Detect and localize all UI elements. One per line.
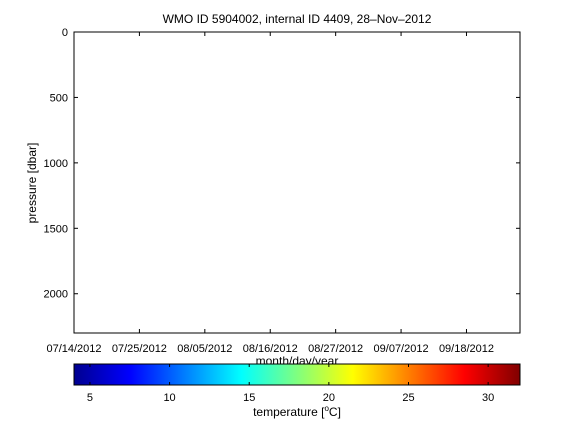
- y-axis: 0 500 1000 1500 2000: [44, 27, 520, 301]
- x-tick-label: 08/05/2012: [177, 343, 232, 355]
- x-tick-label: 08/27/2012: [308, 343, 363, 355]
- colorbar: 5 10 15 20 25 30 temperature [oC]: [73, 363, 521, 419]
- colorbar-ticks: 5 10 15 20 25 30: [87, 364, 494, 404]
- y-tick-label: 2000: [44, 289, 68, 301]
- colorbar-tick-label: 15: [243, 392, 255, 404]
- y-tick-label: 1000: [44, 158, 68, 170]
- x-tick-label: 08/16/2012: [243, 343, 298, 355]
- y-axis-label: pressure [dbar]: [25, 143, 39, 224]
- x-tick-label: 07/25/2012: [112, 343, 167, 355]
- colorbar-tick-label: 10: [163, 392, 175, 404]
- y-tick-label: 0: [62, 27, 68, 39]
- chart-title: WMO ID 5904002, internal ID 4409, 28–Nov…: [163, 12, 432, 26]
- x-tick-label: 09/18/2012: [439, 343, 494, 355]
- colorbar-tick-label: 5: [87, 392, 93, 404]
- colorbar-tick-label: 20: [323, 392, 335, 404]
- x-axis: 07/14/2012 07/25/2012 08/05/2012 08/16/2012…: [46, 32, 494, 355]
- y-tick-label: 1500: [44, 223, 68, 235]
- colorbar-gradient: [73, 363, 521, 386]
- plot-area: 07/14/2012 07/25/2012 08/05/2012 08/16/2012…: [44, 27, 521, 355]
- plot-frame: [73, 31, 521, 334]
- x-tick-label: 09/07/2012: [374, 343, 429, 355]
- colorbar-tick-label: 25: [402, 392, 414, 404]
- y-tick-label: 500: [50, 92, 68, 104]
- colorbar-label: temperature [oC]: [253, 404, 341, 419]
- x-tick-label: 07/14/2012: [46, 343, 101, 355]
- colorbar-tick-label: 30: [482, 392, 494, 404]
